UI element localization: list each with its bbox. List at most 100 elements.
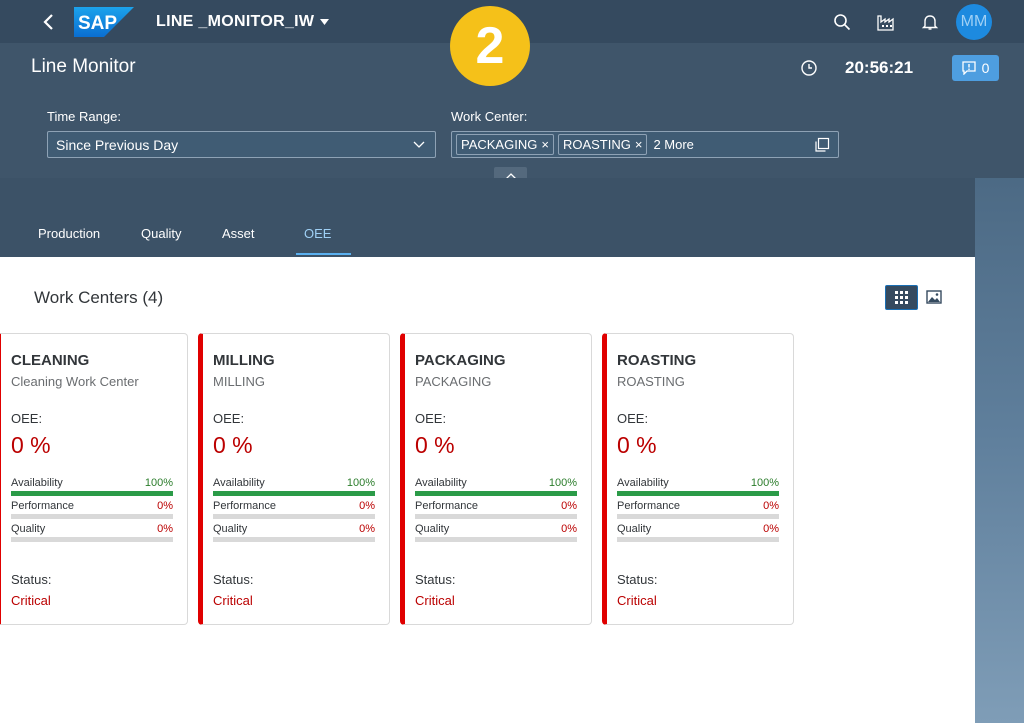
metric-value: 0%	[359, 523, 375, 535]
status-value: Critical	[617, 593, 657, 608]
oee-value: 0 %	[617, 432, 657, 458]
tab-selected-indicator	[296, 253, 351, 255]
page-title: Line Monitor	[31, 56, 136, 77]
metric-performance: Performance 0%	[617, 500, 779, 519]
image-view-icon[interactable]	[926, 290, 942, 304]
messages-button[interactable]: 0	[952, 55, 999, 81]
tab-production[interactable]: Production	[38, 226, 101, 241]
metric-bar	[11, 491, 173, 496]
card-subtitle: ROASTING	[617, 374, 685, 389]
metric-name: Performance	[213, 500, 276, 512]
metric-availability: Availability 100%	[213, 477, 375, 496]
metric-availability: Availability 100%	[11, 477, 173, 496]
plant-button[interactable]	[864, 0, 908, 43]
section-title: Work Centers (4)	[34, 288, 164, 307]
metric-bar	[213, 514, 375, 519]
metric-bar	[415, 491, 577, 496]
clock-time: 20:56:21	[845, 58, 914, 77]
metric-quality: Quality 0%	[617, 523, 779, 542]
back-button[interactable]	[30, 0, 66, 43]
status-value: Critical	[213, 593, 253, 608]
metric-name: Quality	[617, 523, 652, 535]
work-center-input[interactable]: PACKAGING × ROASTING × 2 More	[451, 131, 839, 158]
metric-availability: Availability 100%	[415, 477, 577, 496]
metric-name: Availability	[617, 477, 669, 489]
token-label: ROASTING	[562, 137, 631, 152]
work-center-card[interactable]: CLEANING Cleaning Work Center OEE: 0 % Avai…	[0, 333, 188, 625]
metric-bar-fill	[11, 491, 173, 496]
time-range-select[interactable]: Since Previous Day	[47, 131, 436, 158]
metric-name: Availability	[11, 477, 63, 489]
metric-quality: Quality 0%	[11, 523, 173, 542]
card-subtitle: Cleaning Work Center	[11, 374, 139, 389]
oee-value: 0 %	[415, 432, 455, 458]
oee-label: OEE:	[617, 411, 649, 426]
user-avatar[interactable]: MM	[956, 3, 992, 40]
app-title: LINE _MONITOR_IW	[156, 12, 315, 30]
metric-bar	[617, 491, 779, 496]
sap-logo[interactable]: SAP	[74, 6, 134, 37]
token-remove-icon[interactable]: ×	[634, 137, 643, 152]
work-center-card[interactable]: PACKAGING PACKAGING OEE: 0 % Availability 1…	[400, 333, 592, 625]
metric-bar	[11, 537, 173, 542]
metric-name: Availability	[415, 477, 467, 489]
clock-icon	[801, 60, 817, 76]
metric-quality: Quality 0%	[415, 523, 577, 542]
grid-view-icon	[895, 291, 908, 304]
grid-view-button[interactable]	[885, 285, 918, 310]
card-title: PACKAGING	[415, 352, 506, 369]
oee-label: OEE:	[415, 411, 447, 426]
notifications-button[interactable]	[908, 0, 952, 43]
status-label: Status:	[617, 572, 658, 587]
tab-oee[interactable]: OEE	[304, 226, 332, 241]
metric-bar	[617, 537, 779, 542]
metric-bar-fill	[415, 491, 577, 496]
metric-name: Quality	[415, 523, 450, 535]
metric-name: Performance	[11, 500, 74, 512]
token-roasting[interactable]: ROASTING ×	[557, 134, 648, 155]
card-subtitle: MILLING	[213, 374, 266, 389]
sap-logo-text: SAP	[78, 13, 117, 34]
status-value: Critical	[415, 593, 455, 608]
token-packaging[interactable]: PACKAGING ×	[456, 134, 554, 155]
messages-count: 0	[981, 60, 990, 76]
metric-name: Performance	[415, 500, 478, 512]
caret-down-icon	[320, 18, 330, 25]
status-label: Status:	[415, 572, 456, 587]
metric-availability: Availability 100%	[617, 477, 779, 496]
chevron-down-icon	[413, 141, 425, 148]
search-icon	[834, 13, 851, 30]
metric-name: Performance	[617, 500, 680, 512]
card-title: MILLING	[213, 352, 275, 369]
metric-name: Availability	[213, 477, 265, 489]
metric-value: 0%	[359, 500, 375, 512]
back-icon	[43, 13, 53, 30]
factory-icon	[877, 14, 894, 31]
message-icon	[961, 61, 976, 75]
oee-value: 0 %	[213, 432, 253, 458]
metric-bar	[617, 514, 779, 519]
app-title-menu[interactable]: LINE _MONITOR_IW	[156, 12, 330, 31]
metric-bar	[415, 537, 577, 542]
search-button[interactable]	[820, 0, 864, 43]
status-value: Critical	[11, 593, 51, 608]
value-help-icon[interactable]	[814, 137, 830, 153]
work-center-card[interactable]: MILLING MILLING OEE: 0 % Availability 100% …	[198, 333, 390, 625]
tab-quality[interactable]: Quality	[141, 226, 182, 241]
more-tokens-link[interactable]: 2 More	[653, 137, 694, 152]
step-badge: 2	[450, 6, 530, 86]
metric-value: 0%	[763, 523, 779, 535]
metric-bar-fill	[617, 491, 779, 496]
token-remove-icon[interactable]: ×	[541, 137, 549, 152]
metric-performance: Performance 0%	[213, 500, 375, 519]
work-center-label: Work Center:	[451, 109, 528, 124]
time-range-value: Since Previous Day	[56, 136, 179, 153]
tab-asset[interactable]: Asset	[222, 226, 255, 241]
metric-value: 0%	[157, 500, 173, 512]
metric-bar	[213, 537, 375, 542]
metric-value: 100%	[346, 477, 375, 489]
metric-bar	[415, 514, 577, 519]
work-center-card[interactable]: ROASTING ROASTING OEE: 0 % Availability 100…	[602, 333, 794, 625]
card-title: ROASTING	[617, 352, 697, 369]
oee-label: OEE:	[213, 411, 245, 426]
